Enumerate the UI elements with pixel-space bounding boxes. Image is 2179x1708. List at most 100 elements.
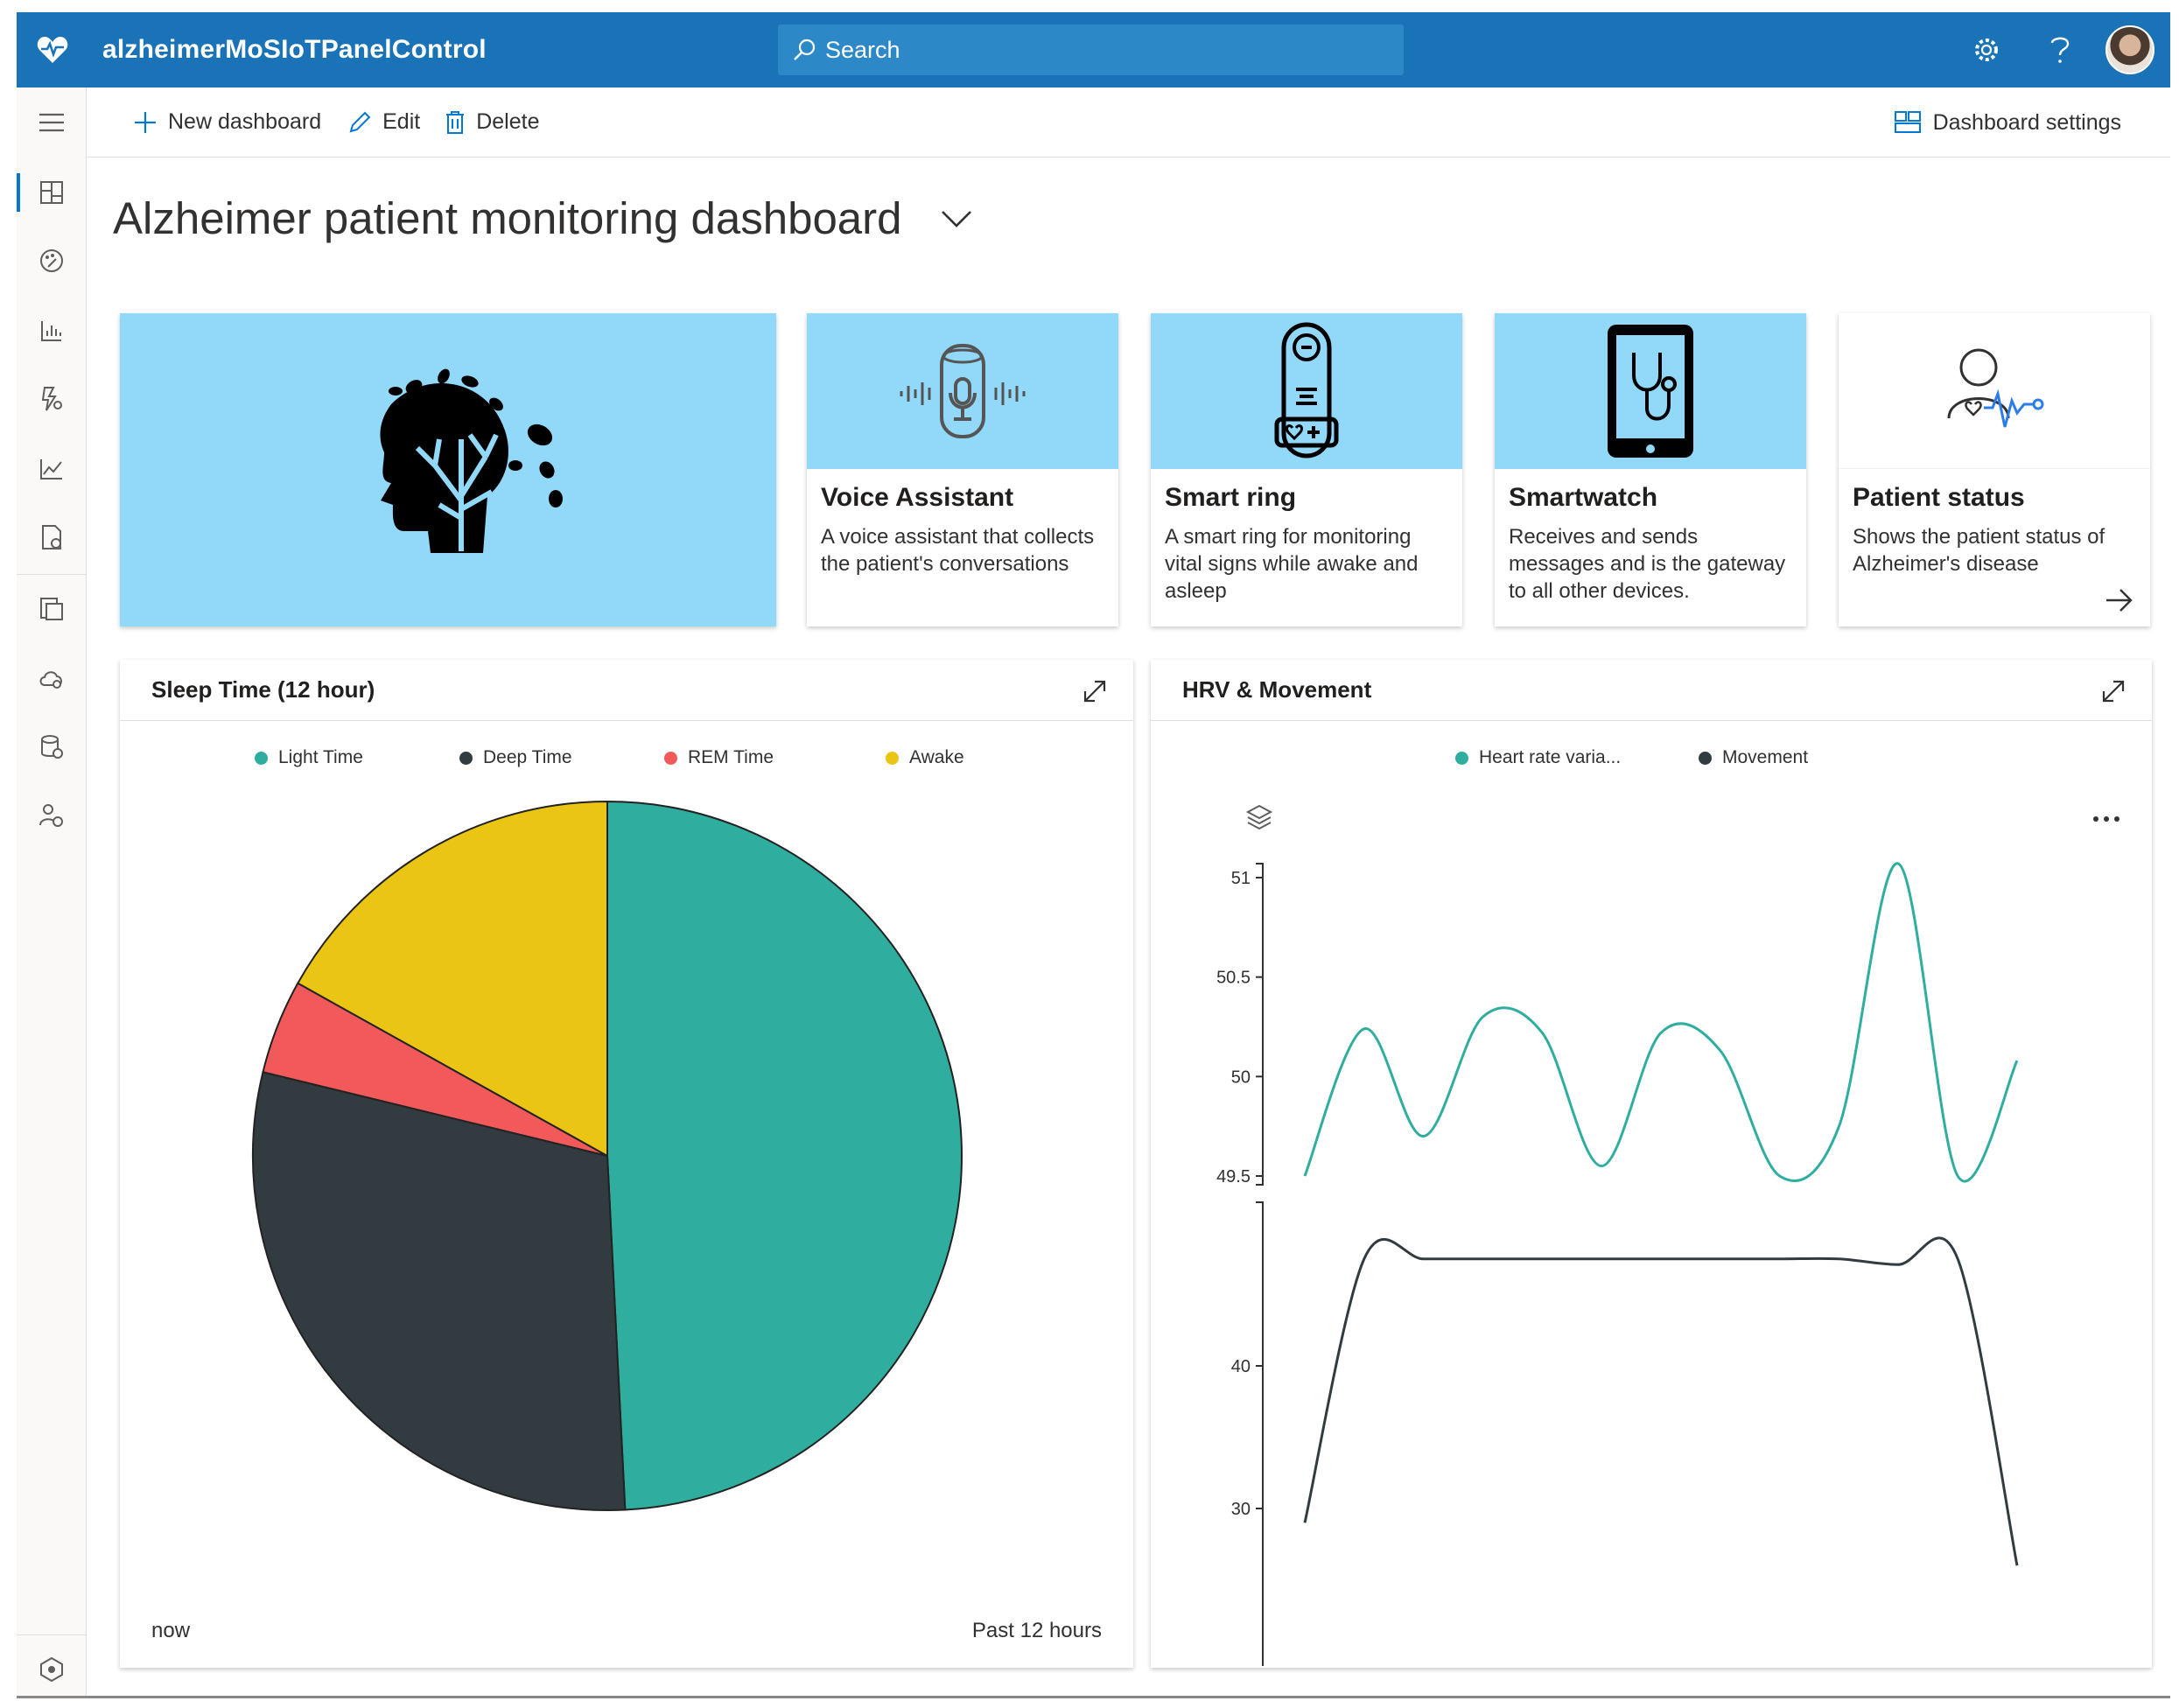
rail-separator-bottom xyxy=(17,1634,87,1635)
hrv-series-line[interactable] xyxy=(1303,862,2019,1183)
legend-item-rem[interactable]: REM Time xyxy=(664,747,886,768)
panel-header: HRV & Movement xyxy=(1151,660,2152,721)
tile-title: Smart ring xyxy=(1165,483,1297,512)
chevron-down-icon[interactable] xyxy=(941,209,972,228)
y-tick-label: 50.5 xyxy=(1216,969,1251,988)
movement-series-line[interactable] xyxy=(1303,1236,2019,1566)
y-tick-label: 50 xyxy=(1231,1068,1251,1087)
patient-heartbeat-icon xyxy=(1947,348,2044,427)
analytics-nav-icon[interactable] xyxy=(17,441,87,497)
search-placeholder: Search xyxy=(825,36,900,63)
legend-label: REM Time xyxy=(688,747,774,767)
y-tick-label: 49.5 xyxy=(1216,1167,1251,1186)
dashboard-nav-icon[interactable] xyxy=(17,164,87,220)
smartwatch-tile[interactable]: Smartwatch Receives and sends messages a… xyxy=(1495,313,1806,626)
legend-label: Awake xyxy=(909,747,964,767)
search-icon xyxy=(794,38,816,60)
dashboard-settings-button[interactable]: Dashboard settings xyxy=(1894,88,2121,158)
top-icons xyxy=(1950,12,2170,88)
legend-label: Movement xyxy=(1722,747,1809,767)
tile-image xyxy=(1839,313,2150,469)
gear-icon[interactable] xyxy=(1950,12,2023,88)
more-options-icon[interactable] xyxy=(2092,816,2120,822)
heart-logo-icon[interactable] xyxy=(17,12,88,88)
jobs-nav-icon[interactable] xyxy=(17,509,87,565)
hero-image-tile xyxy=(120,313,776,626)
plus-icon xyxy=(135,111,156,133)
tile-description: Shows the patient status of Alzheimer's … xyxy=(1853,525,2105,576)
dashboard-settings-icon xyxy=(1894,111,1921,133)
pie-slice-deep-time[interactable] xyxy=(252,1071,627,1511)
rules-nav-icon[interactable] xyxy=(17,371,87,427)
layers-icon[interactable] xyxy=(1245,803,1273,831)
tile-description: A voice assistant that collects the pati… xyxy=(821,525,1095,576)
search-input[interactable]: Search xyxy=(778,24,1404,75)
expand-icon[interactable] xyxy=(1082,679,1107,704)
data-export-nav-icon[interactable] xyxy=(17,719,87,775)
panel-header: Sleep Time (12 hour) xyxy=(120,660,1133,721)
y-tick-label: 51 xyxy=(1231,869,1251,888)
patient-status-tile[interactable]: Patient status Shows the patient status … xyxy=(1839,313,2150,626)
time-range-start: now xyxy=(151,1619,191,1642)
legend-label: Heart rate varia... xyxy=(1479,747,1622,767)
movement-y-axis xyxy=(1256,1201,1264,1666)
voice-assistant-icon xyxy=(900,344,1026,438)
expand-icon[interactable] xyxy=(2101,679,2126,704)
app-window: alzheimerMoSIoTPanelControl Search xyxy=(17,12,2170,1698)
dashboard-settings-label: Dashboard settings xyxy=(1932,109,2121,135)
smart-ring-icon xyxy=(1274,322,1339,458)
tile-title: Smartwatch xyxy=(1509,483,1658,512)
tile-title: Patient status xyxy=(1853,483,2025,512)
legend-item-deep[interactable]: Deep Time xyxy=(459,747,664,768)
pie-slice-awake[interactable] xyxy=(296,800,608,1158)
hrv-movement-panel: HRV & Movement Heart rate varia... Movem… xyxy=(1151,660,2152,1668)
rail-separator xyxy=(17,574,87,575)
panel-title: Sleep Time (12 hour) xyxy=(151,676,375,703)
tile-image xyxy=(1495,313,1806,469)
tile-image xyxy=(1151,313,1462,469)
palette-nav-icon[interactable] xyxy=(17,233,87,289)
tile-image xyxy=(807,313,1118,469)
trash-icon xyxy=(446,110,465,134)
permissions-nav-icon[interactable] xyxy=(17,788,87,844)
avatar[interactable] xyxy=(2105,25,2154,74)
brain-tree-head-icon xyxy=(380,368,563,553)
tile-description: Receives and sends messages and is the g… xyxy=(1509,525,1786,603)
legend-item-awake[interactable]: Awake xyxy=(886,747,964,768)
panel-title: HRV & Movement xyxy=(1182,676,1372,703)
legend-label: Light Time xyxy=(278,747,363,767)
legend-item-movement[interactable]: Movement xyxy=(1699,747,1808,768)
legend-label: Deep Time xyxy=(483,747,572,767)
edit-button[interactable]: Edit xyxy=(347,109,420,135)
time-range-label: Past 12 hours xyxy=(971,1619,1102,1642)
settings-nav-icon[interactable] xyxy=(17,1642,87,1696)
hamburger-menu-icon[interactable] xyxy=(17,94,87,150)
tile-description: A smart ring for monitoring vital signs … xyxy=(1165,525,1419,603)
voice-assistant-tile[interactable]: Voice Assistant A voice assistant that c… xyxy=(807,313,1118,626)
arrow-right-icon[interactable] xyxy=(2105,588,2133,612)
cloud-nav-icon[interactable] xyxy=(17,651,87,707)
legend-item-light[interactable]: Light Time xyxy=(255,747,459,768)
delete-label: Delete xyxy=(476,109,540,134)
pencil-icon xyxy=(349,111,371,132)
smart-ring-tile[interactable]: Smart ring A smart ring for monitoring v… xyxy=(1151,313,1462,626)
new-dashboard-button[interactable]: New dashboard xyxy=(133,109,321,135)
chart-nav-icon[interactable] xyxy=(17,303,87,359)
dashboard-selector[interactable]: Alzheimer patient monitoring dashboard xyxy=(113,192,972,244)
edit-label: Edit xyxy=(382,109,421,134)
left-rail xyxy=(17,88,87,1696)
sleep-legend: Light Time Deep Time REM Time Awake xyxy=(255,747,964,768)
delete-button[interactable]: Delete xyxy=(445,109,539,135)
legend-item-hrv[interactable]: Heart rate varia... xyxy=(1455,747,1699,768)
top-bar: alzheimerMoSIoTPanelControl Search xyxy=(17,12,2170,88)
device-groups-nav-icon[interactable] xyxy=(17,581,87,637)
app-name[interactable]: alzheimerMoSIoTPanelControl xyxy=(102,35,487,64)
hrv-legend: Heart rate varia... Movement xyxy=(1455,747,1808,768)
sleep-time-panel: Sleep Time (12 hour) Light Time Deep Tim… xyxy=(120,660,1133,1668)
new-dashboard-label: New dashboard xyxy=(168,109,322,134)
pie-slice-light-time[interactable] xyxy=(606,800,963,1511)
tile-title: Voice Assistant xyxy=(821,483,1014,512)
page-title: Alzheimer patient monitoring dashboard xyxy=(113,193,902,243)
help-icon[interactable] xyxy=(2023,12,2097,88)
